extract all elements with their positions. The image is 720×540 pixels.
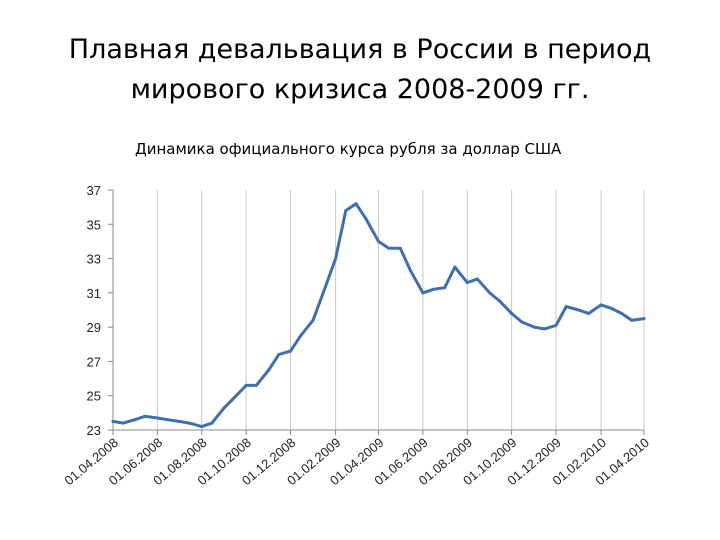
data-point (630, 318, 634, 322)
data-point (520, 320, 524, 324)
data-point (554, 323, 558, 327)
data-point (166, 418, 170, 422)
data-point (564, 305, 568, 309)
data-point (133, 418, 137, 422)
data-point (409, 269, 412, 273)
data-point (542, 327, 546, 331)
data-point (609, 306, 613, 310)
data-point (465, 281, 469, 285)
y-tick-label: 37 (87, 183, 101, 198)
slide-title-line-1: Плавная девальвация в России в период (68, 34, 652, 65)
data-point (177, 419, 181, 423)
data-point (244, 383, 248, 387)
data-point (344, 209, 348, 213)
data-point (334, 257, 338, 261)
y-tick-label: 33 (87, 252, 101, 267)
data-point (222, 406, 226, 410)
data-point (532, 325, 536, 329)
y-tick-label: 23 (87, 423, 101, 438)
slide-title-line-2: мирового кризиса 2008-2009 гг. (130, 74, 590, 105)
y-tick-label: 25 (87, 389, 101, 404)
slide-title: Плавная девальвация в России в период ми… (0, 30, 720, 110)
data-point (475, 277, 479, 281)
data-point (155, 416, 159, 420)
data-point (398, 246, 402, 250)
data-point (587, 311, 591, 315)
data-point (121, 421, 125, 425)
data-point (267, 368, 271, 372)
data-point (431, 287, 435, 291)
data-point (498, 299, 502, 303)
data-point (187, 421, 191, 425)
data-point (620, 311, 623, 315)
data-point (299, 334, 303, 338)
data-point (200, 425, 204, 429)
data-point (289, 349, 292, 353)
data-point (599, 303, 603, 307)
data-point (143, 414, 147, 418)
data-point (443, 286, 447, 290)
data-point (642, 317, 646, 321)
data-point (364, 217, 368, 221)
data-point (233, 395, 236, 399)
chart-title: Динамика официального курса рубля за дол… (135, 140, 562, 158)
data-point (210, 421, 214, 425)
data-point (488, 291, 492, 295)
y-tick-label: 35 (87, 217, 101, 232)
data-point (387, 246, 391, 250)
data-point (421, 291, 425, 295)
data-point (311, 318, 315, 322)
data-point (277, 353, 281, 357)
data-point (577, 308, 580, 312)
y-tick-label: 31 (87, 286, 101, 301)
data-point (254, 383, 258, 387)
y-tick-label: 27 (87, 354, 101, 369)
data-point (510, 311, 514, 315)
data-point (377, 239, 380, 243)
y-tick-label: 29 (87, 320, 101, 335)
data-point (111, 419, 115, 423)
data-point (453, 265, 457, 269)
data-point (354, 202, 358, 206)
data-point (321, 291, 325, 295)
